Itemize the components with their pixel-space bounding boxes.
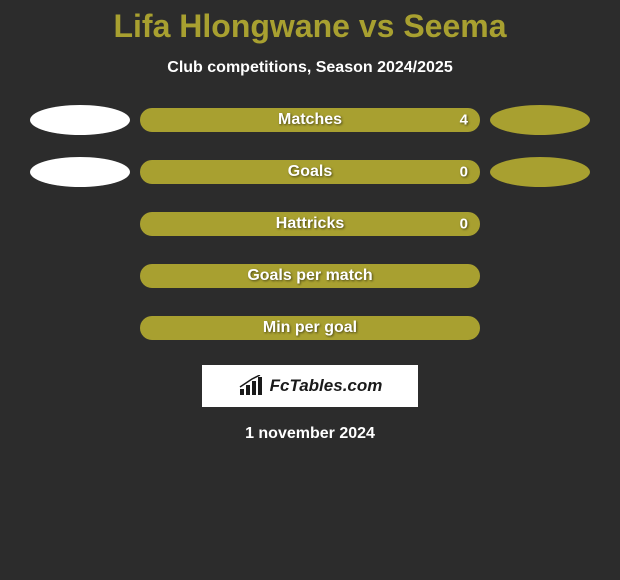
stat-bar: 0 Hattricks bbox=[140, 212, 480, 236]
stat-row: 0 Goals bbox=[0, 157, 620, 187]
player-right-bubble bbox=[490, 157, 590, 187]
stat-bar: 4 Matches bbox=[140, 108, 480, 132]
page-title: Lifa Hlongwane vs Seema bbox=[0, 8, 620, 45]
stat-value-right: 0 bbox=[460, 164, 468, 181]
stat-row: Min per goal bbox=[0, 313, 620, 343]
stat-row: Goals per match bbox=[0, 261, 620, 291]
stat-label: Hattricks bbox=[276, 215, 344, 233]
page-subtitle: Club competitions, Season 2024/2025 bbox=[0, 59, 620, 77]
comparison-container: Lifa Hlongwane vs Seema Club competition… bbox=[0, 0, 620, 443]
stat-row: 0 Hattricks bbox=[0, 209, 620, 239]
stat-rows: 4 Matches 0 Goals 0 Hattricks Goals per match M… bbox=[0, 105, 620, 343]
stat-label: Goals bbox=[288, 163, 332, 181]
player-left-bubble bbox=[30, 157, 130, 187]
logo-box: FcTables.com bbox=[202, 365, 418, 407]
stat-bar: Min per goal bbox=[140, 316, 480, 340]
footer-date: 1 november 2024 bbox=[0, 425, 620, 443]
stat-value-right: 4 bbox=[460, 112, 468, 129]
bar-chart-icon bbox=[238, 375, 264, 397]
stat-label: Goals per match bbox=[247, 267, 372, 285]
stat-row: 4 Matches bbox=[0, 105, 620, 135]
stat-label: Matches bbox=[278, 111, 342, 129]
stat-value-right: 0 bbox=[460, 216, 468, 233]
stat-label: Min per goal bbox=[263, 319, 357, 337]
logo-text: FcTables.com bbox=[270, 376, 383, 396]
stat-bar: 0 Goals bbox=[140, 160, 480, 184]
player-right-bubble bbox=[490, 105, 590, 135]
player-left-bubble bbox=[30, 105, 130, 135]
stat-bar: Goals per match bbox=[140, 264, 480, 288]
